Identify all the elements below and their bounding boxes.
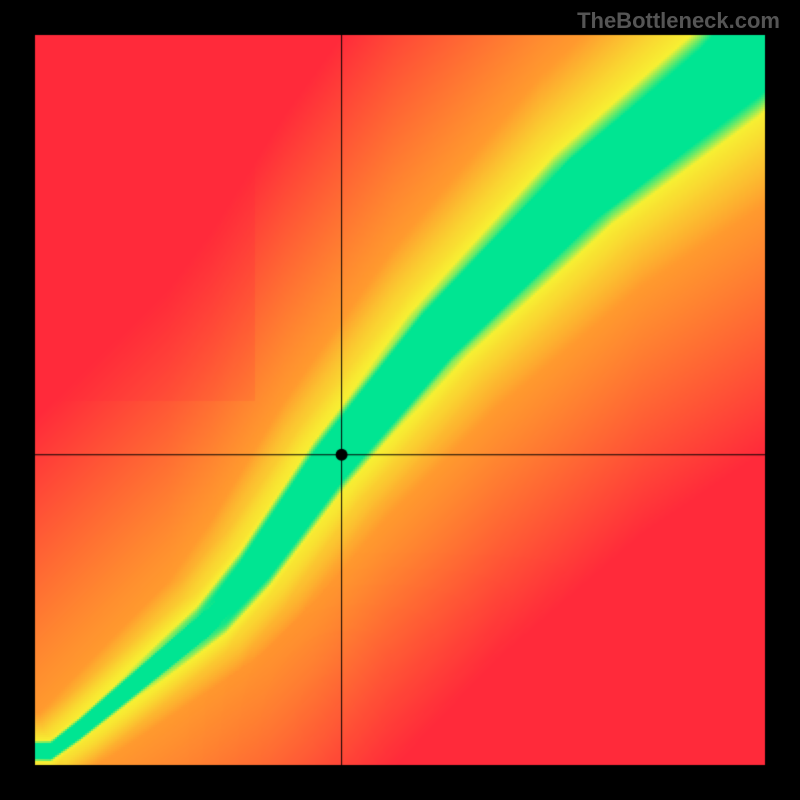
watermark-text: TheBottleneck.com [577, 8, 780, 34]
chart-container: TheBottleneck.com [0, 0, 800, 800]
heatmap-canvas [0, 0, 800, 800]
